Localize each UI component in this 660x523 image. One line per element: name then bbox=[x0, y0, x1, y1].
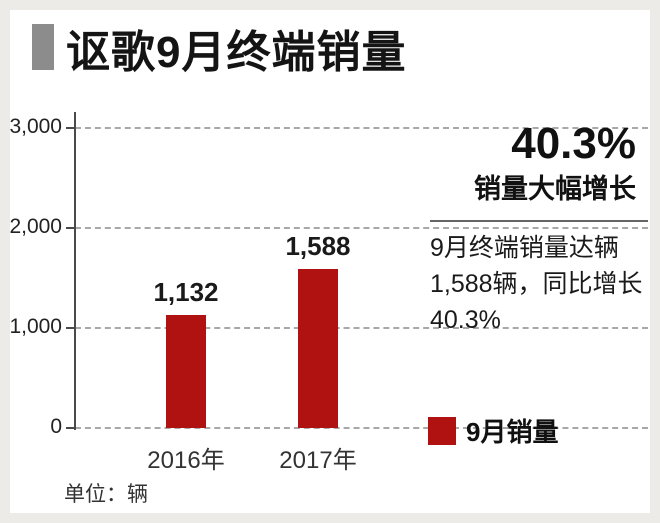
legend: 9月销量 bbox=[428, 412, 558, 449]
y-axis-line bbox=[74, 112, 76, 430]
bar-value-label: 1,588 bbox=[285, 231, 351, 262]
legend-label: 9月销量 bbox=[466, 417, 559, 447]
grid-line bbox=[75, 327, 648, 329]
page-title: 讴歌9月终端销量 bbox=[66, 28, 407, 77]
highlight-panel: 40.3% 销量大幅增长 9月终端销量达辆1,588辆，同比增长40.3% bbox=[430, 118, 648, 338]
bar bbox=[298, 269, 338, 428]
bar-value-label: 1,132 bbox=[153, 276, 219, 307]
grid-line bbox=[75, 227, 648, 229]
highlight-subtitle: 销量大幅增长 bbox=[474, 174, 636, 204]
highlight-description: 9月终端销量达辆1,588辆，同比增长40.3% bbox=[430, 234, 643, 334]
highlight-percent: 40.3% bbox=[511, 119, 636, 168]
y-tick-label: 2,000 bbox=[9, 215, 62, 238]
y-tick-label: 1,000 bbox=[9, 315, 62, 338]
title-accent-block bbox=[32, 24, 54, 70]
y-tick-label: 3,000 bbox=[9, 115, 62, 138]
panel-divider bbox=[430, 220, 648, 222]
unit-note: 单位：辆 bbox=[64, 483, 148, 506]
y-tick-label: 0 bbox=[50, 415, 62, 438]
grid-line bbox=[75, 427, 648, 429]
y-axis-tick bbox=[66, 427, 75, 429]
x-tick-label: 2017年 bbox=[279, 447, 357, 474]
y-axis-tick bbox=[66, 227, 75, 229]
y-axis-tick bbox=[66, 327, 75, 329]
x-tick-label: 2016年 bbox=[147, 447, 225, 474]
y-axis-tick bbox=[66, 127, 75, 129]
grid-line bbox=[75, 127, 648, 129]
legend-color-swatch bbox=[428, 416, 456, 445]
bar bbox=[166, 314, 206, 428]
